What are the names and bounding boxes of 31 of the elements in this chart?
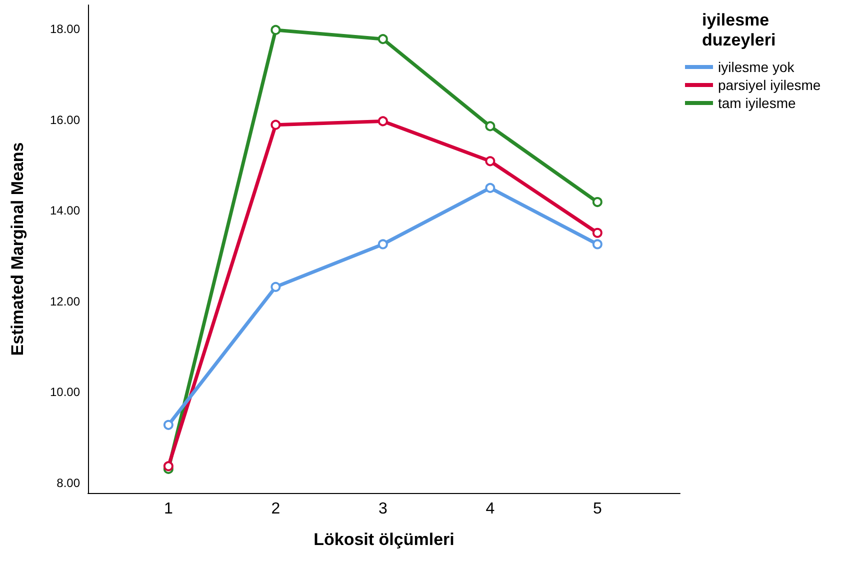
y-tick-label: 10.00 xyxy=(50,385,80,400)
x-axis-title: Lökosit ölçümleri xyxy=(314,530,454,549)
x-tick-label: 2 xyxy=(271,500,280,518)
point xyxy=(485,156,496,166)
y-tick-label: 18.00 xyxy=(50,22,80,36)
point xyxy=(270,282,281,292)
point xyxy=(485,121,496,132)
y-tick-label: 16.00 xyxy=(50,112,80,127)
legend-title: iyilesme duzeyleri xyxy=(702,10,776,50)
y-tick-label: 14.00 xyxy=(50,204,80,218)
legend-label: tam iyilesme xyxy=(718,95,796,111)
point xyxy=(592,197,602,208)
x-tick-label: 3 xyxy=(378,500,388,518)
point xyxy=(378,239,388,250)
y-tick-label: 12.00 xyxy=(50,294,80,308)
point xyxy=(163,461,174,472)
point xyxy=(592,228,602,238)
point xyxy=(270,24,281,35)
point xyxy=(163,420,174,430)
legend-label: parsiyel iyilesme xyxy=(718,77,821,93)
legend-label: iyilesme yok xyxy=(718,59,796,75)
point xyxy=(485,182,496,193)
point xyxy=(592,239,602,250)
x-tick-label: 5 xyxy=(592,500,602,518)
y-axis-title: Estimated Marginal Means xyxy=(8,142,27,356)
point xyxy=(378,34,388,44)
point xyxy=(378,116,388,126)
x-tick-label: 1 xyxy=(164,500,173,518)
y-tick-label: 8.00 xyxy=(56,476,80,490)
point xyxy=(270,120,281,130)
x-tick-label: 4 xyxy=(486,500,495,518)
